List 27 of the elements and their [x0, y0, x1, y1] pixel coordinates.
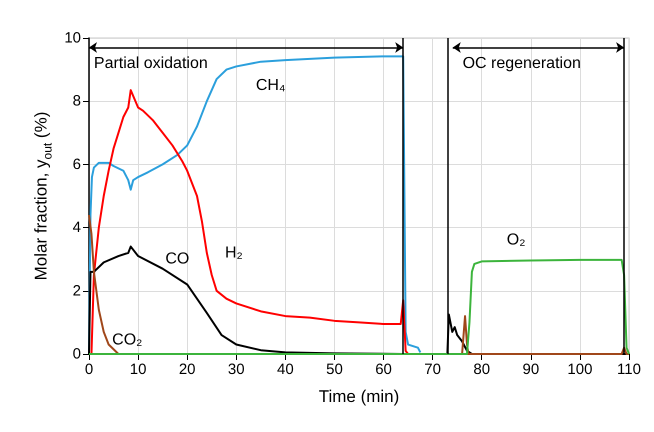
x-tick-label: 10 — [130, 361, 146, 378]
x-tick-label: 30 — [228, 361, 245, 378]
y-tick-label: 0 — [72, 346, 81, 362]
x-tick-label: 0 — [84, 361, 94, 378]
x-tick-label: 40 — [277, 361, 294, 378]
x-axis-title: Time (min) — [318, 387, 400, 406]
series-label: H₂ — [224, 244, 243, 262]
annotation: OC regeneration — [462, 54, 581, 72]
y-tick-label: 6 — [72, 156, 81, 173]
series-label: CO₂ — [112, 331, 142, 348]
x-tick-label: 110 — [617, 361, 641, 378]
y-tick-label: 8 — [72, 92, 81, 110]
x-tick-label: 100 — [567, 361, 592, 378]
x-tick-label: 50 — [326, 361, 343, 378]
x-tick-label: 80 — [473, 361, 490, 378]
y-axis-title: Molar fraction, yout (%) — [31, 112, 54, 280]
annotation: Partial oxidation — [94, 54, 208, 72]
y-tick-label: 10 — [64, 30, 81, 46]
x-tick-label: 60 — [375, 361, 392, 378]
x-tick-label: 20 — [178, 361, 196, 378]
x-tick-label: 70 — [424, 361, 441, 378]
series-label: CH₄ — [256, 76, 286, 94]
x-tick-label: 90 — [522, 361, 540, 378]
series-label: CO — [165, 250, 190, 268]
series-label: O₂ — [506, 232, 526, 249]
y-tick-label: 4 — [72, 219, 81, 236]
y-tick-label: 2 — [72, 282, 81, 300]
